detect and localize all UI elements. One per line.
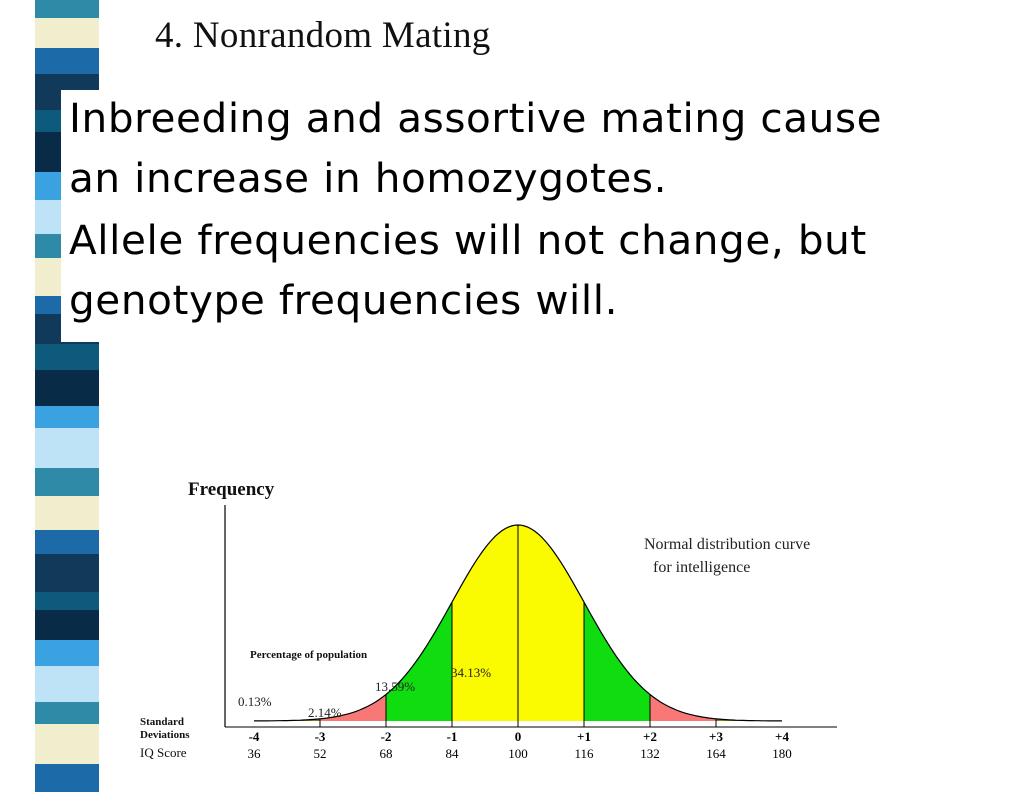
region-minus1-0 [452,525,518,721]
slide-title: 4. Nonrandom Mating [155,15,491,56]
sd-tick-label: -4 [249,729,260,744]
percentage-header: Percentage of population [250,649,367,661]
row-label-deviations: Deviations [140,729,190,741]
iq-score-label: 116 [574,746,594,761]
caption-line-2: for intelligence [653,559,750,576]
sd-divider-lines [319,525,717,727]
sd-tick-label: 0 [515,729,522,744]
body-line-1: Inbreeding and assortive mating cause [69,94,883,142]
iq-score-label: 84 [446,746,460,761]
sd-tick-label: +3 [709,729,723,744]
y-axis-label: Frequency [188,479,275,500]
sd-tick-label: -1 [447,729,458,744]
percent-label-mid: 13.59% [375,679,415,694]
region-minus3-minus2 [320,694,386,721]
region-plus2-plus3 [650,694,716,721]
body-line-4: genotype frequencies will. [69,276,619,324]
sd-tick-label: +1 [577,729,591,744]
iq-score-label: 36 [248,746,262,761]
row-label-iq-score: IQ Score [140,745,187,760]
iq-score-label: 68 [380,746,393,761]
curve-regions [254,525,782,721]
iq-score-labels: 36 52 68 84 100 116 132 164 180 [248,746,792,761]
iq-score-label: 52 [314,746,327,761]
iq-score-label: 132 [640,746,660,761]
row-label-standard: Standard [140,716,184,728]
iq-score-label: 100 [508,746,528,761]
sd-tick-label: +2 [643,729,657,744]
iq-score-label: 180 [772,746,792,761]
sd-tick-labels: -4 -3 -2 -1 0 +1 +2 +3 +4 [249,729,790,744]
body-line-2: an increase in homozygotes. [69,154,668,202]
caption-line-1: Normal distribution curve [644,536,810,553]
normal-curve-chart: Frequency Normal distribution curve for … [140,479,837,761]
sd-tick-label: -3 [315,729,326,744]
percent-label-tail: 2.14% [308,705,342,720]
percent-label-center: 34.13% [451,665,491,680]
sd-tick-label: -2 [381,729,392,744]
iq-score-label: 164 [706,746,726,761]
percent-label-outer: 0.13% [238,694,272,709]
sd-tick-label: +4 [775,729,789,744]
region-0-plus1 [518,525,584,721]
body-line-3: Allele frequencies will not change, but [69,216,867,264]
body-text-box: Inbreeding and assortive mating cause an… [61,90,1001,342]
normal-curve-figure: Frequency Normal distribution curve for … [137,395,999,768]
